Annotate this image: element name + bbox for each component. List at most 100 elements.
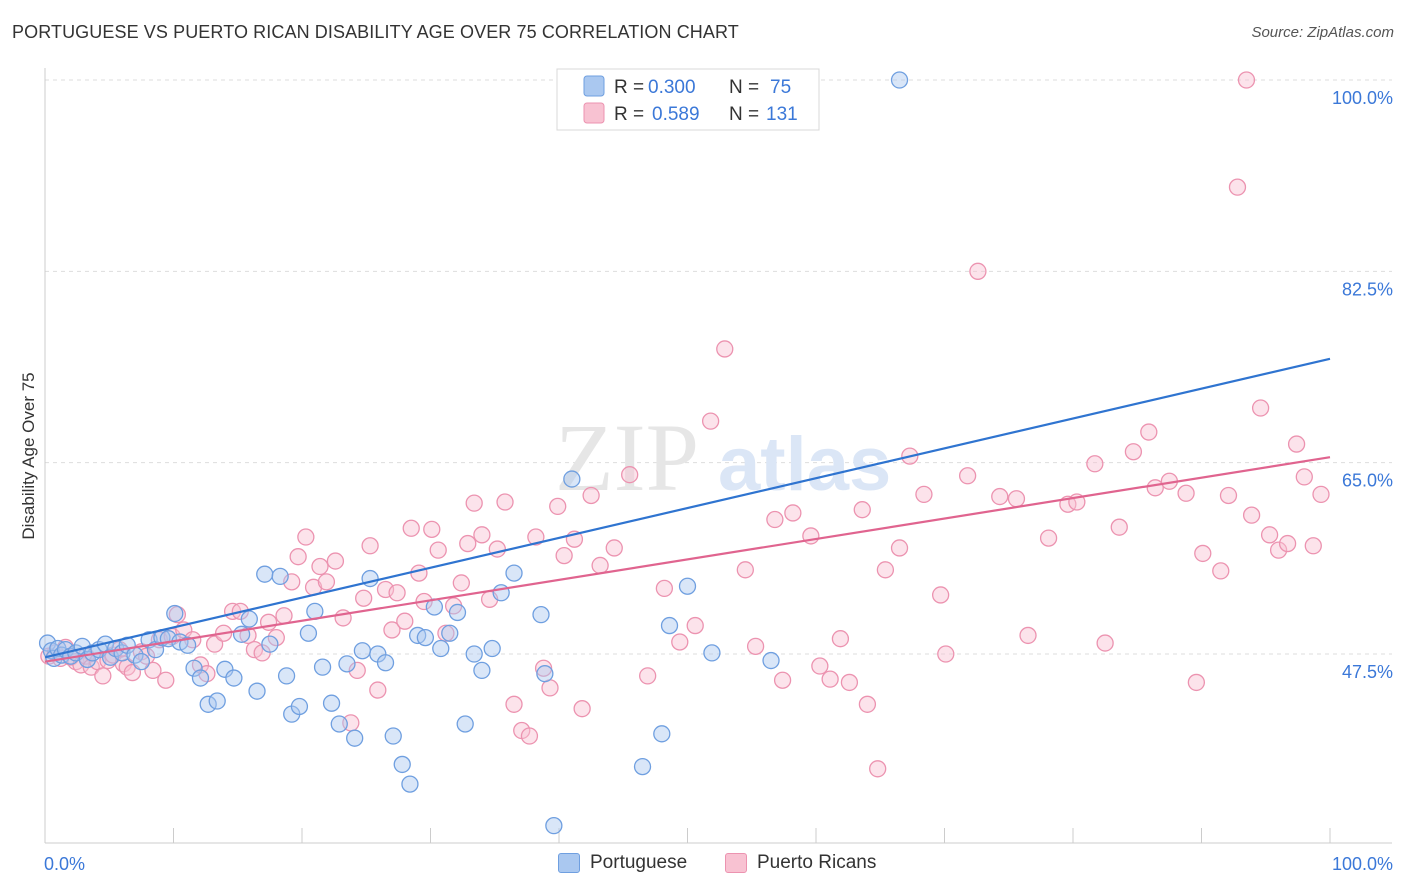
puerto-ricans-point-68: [496, 493, 514, 511]
puerto-ricans-point-101: [869, 760, 887, 778]
portuguese-point-33: [240, 610, 258, 628]
portuguese-point-60: [448, 603, 467, 622]
y-tick-label-2: 82.5%: [1342, 279, 1393, 299]
portuguese-point-46: [338, 655, 356, 673]
puerto-ricans-point-75: [549, 497, 567, 516]
puerto-ricans-point-69: [505, 695, 523, 713]
puerto-ricans-point-93: [784, 504, 802, 522]
portuguese-trend-line: [44, 357, 1331, 659]
x-tick-label-1: 100.0%: [1332, 854, 1393, 874]
puerto-ricans-point-48: [355, 589, 373, 607]
portuguese-point-63: [473, 661, 491, 680]
portuguese-point-31: [225, 669, 243, 687]
puerto-ricans-point-52: [383, 621, 401, 639]
puerto-ricans-trend-line: [44, 456, 1331, 663]
puerto-ricans-point-100: [858, 695, 877, 713]
puerto-ricans-point-131: [1251, 399, 1270, 417]
puerto-ricans-point-99: [853, 501, 871, 519]
puerto-ricans-point-125: [1194, 544, 1212, 563]
portuguese-point-47: [346, 729, 364, 747]
portuguese-point-44: [322, 694, 341, 712]
puerto-ricans-swatch: [725, 853, 747, 873]
watermark: ZIP atlas: [555, 404, 891, 511]
portuguese-point-35: [256, 565, 274, 583]
portuguese-point-27: [191, 669, 210, 687]
portuguese-point-51: [376, 654, 395, 672]
puerto-ricans-point-108: [958, 467, 977, 485]
y-axis-label: Disability Age Over 75: [19, 372, 38, 539]
legend-n-label-1: N =: [729, 104, 759, 125]
puerto-ricans-point-65: [473, 526, 491, 544]
puerto-ricans-point-50: [369, 681, 387, 699]
puerto-ricans-point-110: [991, 487, 1009, 506]
portuguese-point-77: [890, 71, 909, 89]
puerto-ricans-point-80: [591, 556, 609, 575]
y-tick-label-1: 65.0%: [1342, 471, 1393, 491]
puerto-ricans-point-126: [1212, 562, 1230, 580]
correlation-legend: R = 0.300 N = 75 R = 0.589 N = 131: [556, 68, 820, 131]
portuguese-point-48: [353, 642, 372, 660]
puerto-ricans-point-88: [716, 340, 734, 358]
portuguese-point-58: [432, 639, 450, 658]
puerto-ricans-point-55: [402, 519, 420, 537]
portuguese-point-70: [563, 470, 581, 488]
puerto-ricans-point-72: [527, 528, 545, 546]
puerto-ricans-point-106: [931, 586, 950, 604]
puerto-ricans-point-107: [937, 645, 955, 663]
puerto-ricans-point-119: [1124, 443, 1143, 461]
portuguese-point-25: [178, 636, 197, 654]
portuguese-point-71: [633, 757, 652, 776]
puerto-ricans-point-39: [289, 548, 307, 566]
portuguese-point-62: [465, 645, 483, 663]
puerto-ricans-point-137: [1304, 537, 1322, 555]
portuguese-point-36: [261, 635, 279, 653]
puerto-ricans-point-103: [890, 539, 909, 557]
puerto-ricans-point-60: [437, 624, 455, 642]
puerto-ricans-point-47: [348, 661, 366, 680]
portuguese-point-74: [678, 577, 697, 595]
x-tick-label-0: 0.0%: [44, 854, 85, 874]
puerto-ricans-point-53: [388, 584, 406, 602]
legend-r-value-1: 0.589: [652, 104, 700, 125]
y-tick-label-0: 47.5%: [1342, 662, 1393, 682]
portuguese-point-54: [401, 775, 419, 793]
puerto-ricans-point-21: [157, 671, 175, 689]
watermark-atlas: atlas: [718, 422, 891, 507]
portuguese-point-29: [208, 692, 226, 710]
puerto-ricans-point-19: [144, 661, 162, 680]
trend-lines: [44, 357, 1331, 663]
legend-n-value-1: 131: [766, 104, 798, 125]
portuguese-point-30: [216, 660, 234, 678]
puerto-ricans-point-111: [1007, 490, 1026, 508]
puerto-ricans-point-79: [582, 486, 600, 505]
puerto-ricans-point-112: [1019, 626, 1037, 645]
puerto-ricans-point-129: [1237, 71, 1256, 89]
portuguese-point-26: [185, 659, 203, 677]
puerto-ricans-point-76: [555, 546, 573, 565]
puerto-ricans-point-109: [969, 262, 987, 280]
legend-n-label-0: N =: [729, 77, 759, 98]
legend-r-label-0: R =: [614, 77, 644, 98]
puerto-ricans-point-89: [736, 561, 754, 579]
puerto-ricans-point-120: [1140, 423, 1158, 441]
puerto-ricans-point-123: [1177, 484, 1195, 502]
portuguese-point-56: [416, 628, 435, 647]
puerto-ricans-point-92: [773, 671, 792, 689]
portuguese-point-37: [271, 567, 289, 586]
portuguese-point-41: [299, 624, 318, 642]
legend-item-puerto-ricans[interactable]: Puerto Ricans: [725, 852, 876, 874]
portuguese-point-59: [441, 624, 459, 642]
portuguese-point-38: [277, 667, 296, 685]
portuguese-point-18: [132, 653, 151, 671]
source-credit: Source: ZipAtlas.com: [1251, 24, 1394, 41]
portuguese-point-43: [313, 658, 332, 676]
puerto-ricans-point-91: [766, 510, 784, 529]
axes: [44, 68, 1392, 844]
y-tick-labels: 47.5% 65.0% 82.5% 100.0%: [1332, 88, 1393, 682]
puerto-ricans-point-54: [396, 612, 414, 630]
puerto-ricans-point-43: [317, 573, 336, 591]
legend-item-portuguese[interactable]: Portuguese: [558, 852, 687, 874]
puerto-ricans-point-58: [423, 520, 441, 539]
puerto-ricans-point-87: [701, 412, 720, 430]
puerto-ricans-point-59: [429, 541, 447, 559]
